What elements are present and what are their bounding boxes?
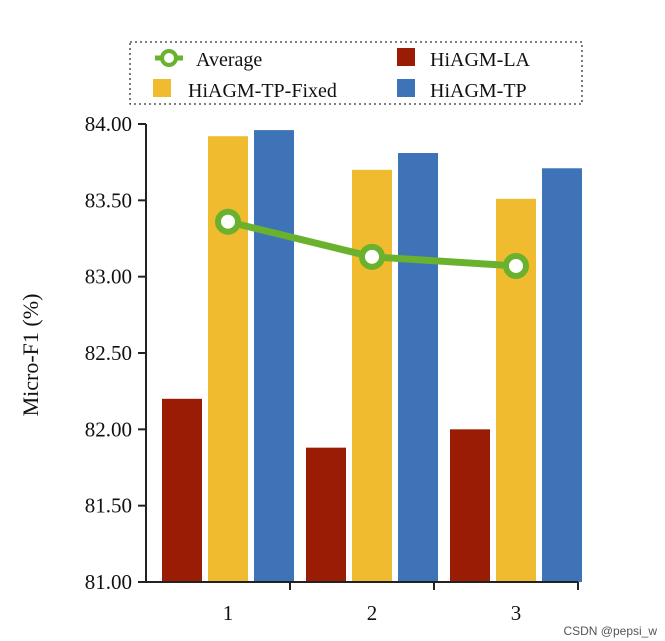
y-tick-label: 82.00 (85, 417, 132, 441)
legend-average-marker (160, 49, 178, 67)
legend-label-hiagm-tp: HiAGM-TP (430, 80, 527, 102)
bar-hiagm-tp-1 (254, 130, 294, 582)
y-axis-label: Micro-F1 (%) (18, 294, 43, 417)
bar-hiagm-tp-fixed-2 (352, 169, 392, 583)
y-tick-label: 83.50 (85, 188, 132, 212)
legend-swatch-hiagm-tp (397, 79, 415, 97)
legend-swatch-hiagm-la (397, 48, 415, 66)
y-tick-label: 83.00 (85, 265, 132, 289)
legend-label-average: Average (196, 49, 262, 71)
legend-label-hiagm-tp-fixed: HiAGM-TP-Fixed (188, 80, 337, 102)
watermark: CSDN @pepsi_w (563, 624, 657, 638)
bar-hiagm-la-3 (450, 429, 490, 582)
x-tick-label: 1 (223, 601, 234, 625)
y-tick-label: 82.50 (85, 341, 132, 365)
plot-area: 81.00 81.50 82.00 82.50 83.00 83.50 84.00 1 2 3 (85, 112, 582, 625)
legend-box (129, 41, 583, 105)
legend-swatch-hiagm-tp-fixed (153, 79, 171, 97)
y-tick-label: 84.00 (85, 112, 132, 136)
x-tick-label: 2 (367, 601, 378, 625)
average-point-2 (359, 243, 385, 270)
average-point-1 (215, 208, 241, 235)
x-tick-label: 3 (511, 601, 522, 625)
legend: Average HiAGM-LA HiAGM-TP-Fixed HiAGM-TP (129, 41, 583, 105)
bar-hiagm-tp-3 (542, 168, 582, 583)
bar-hiagm-tp-2 (398, 153, 438, 583)
average-point-3 (503, 252, 529, 279)
bar-hiagm-tp-fixed-1 (208, 136, 248, 583)
bar-hiagm-la-2 (306, 447, 346, 582)
y-tick-label: 81.50 (85, 494, 132, 518)
y-tick-label: 81.00 (85, 570, 132, 594)
legend-label-hiagm-la: HiAGM-LA (430, 49, 531, 71)
bar-hiagm-la-1 (162, 398, 202, 582)
